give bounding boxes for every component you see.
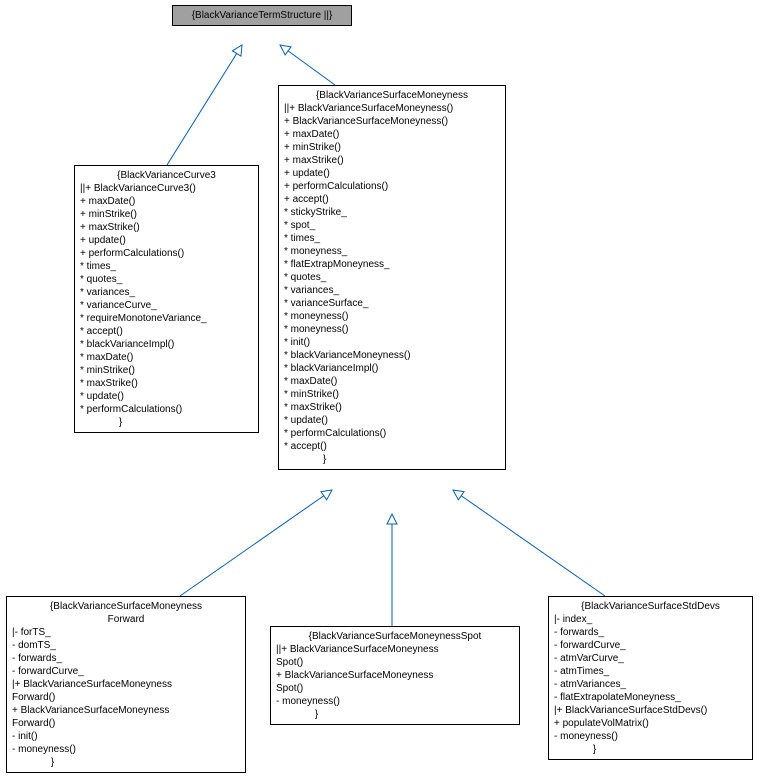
node-blackvariancesurfacestddevs: {BlackVarianceSurfaceStdDevs |- index_ -… [548, 596, 753, 760]
node-blackvariancecurve3: {BlackVarianceCurve3 ||+ BlackVarianceCu… [74, 165, 259, 433]
node-title: {BlackVarianceSurfaceMoneyness [284, 89, 500, 102]
node-title: {BlackVarianceTermStructure ||} [178, 9, 346, 22]
node-blackvariancetermstructure: {BlackVarianceTermStructure ||} [172, 5, 352, 26]
node-members: |- forTS_ - domTS_ - forwards_ - forward… [12, 626, 240, 769]
node-title: {BlackVarianceSurfaceStdDevs [554, 600, 747, 613]
node-title2: Forward [12, 613, 240, 626]
node-members: |- index_ - forwards_ - forwardCurve_ - … [554, 613, 747, 756]
node-title: {BlackVarianceSurfaceMoneyness [12, 600, 240, 613]
node-members: ||+ BlackVarianceCurve3() + maxDate() + … [80, 182, 253, 429]
node-title: {BlackVarianceSurfaceMoneynessSpot [276, 630, 514, 643]
node-title: {BlackVarianceCurve3 [80, 169, 253, 182]
node-members: ||+ BlackVarianceSurfaceMoneyness Spot()… [276, 643, 514, 721]
node-members: ||+ BlackVarianceSurfaceMoneyness() + Bl… [284, 102, 500, 466]
node-blackvariancesurfacemoneyness: {BlackVarianceSurfaceMoneyness ||+ Black… [278, 85, 506, 470]
node-blackvariancesurfacemoneynessforward: {BlackVarianceSurfaceMoneyness Forward |… [6, 596, 246, 773]
node-blackvariancesurfacemoneynessspot: {BlackVarianceSurfaceMoneynessSpot ||+ B… [270, 626, 520, 725]
